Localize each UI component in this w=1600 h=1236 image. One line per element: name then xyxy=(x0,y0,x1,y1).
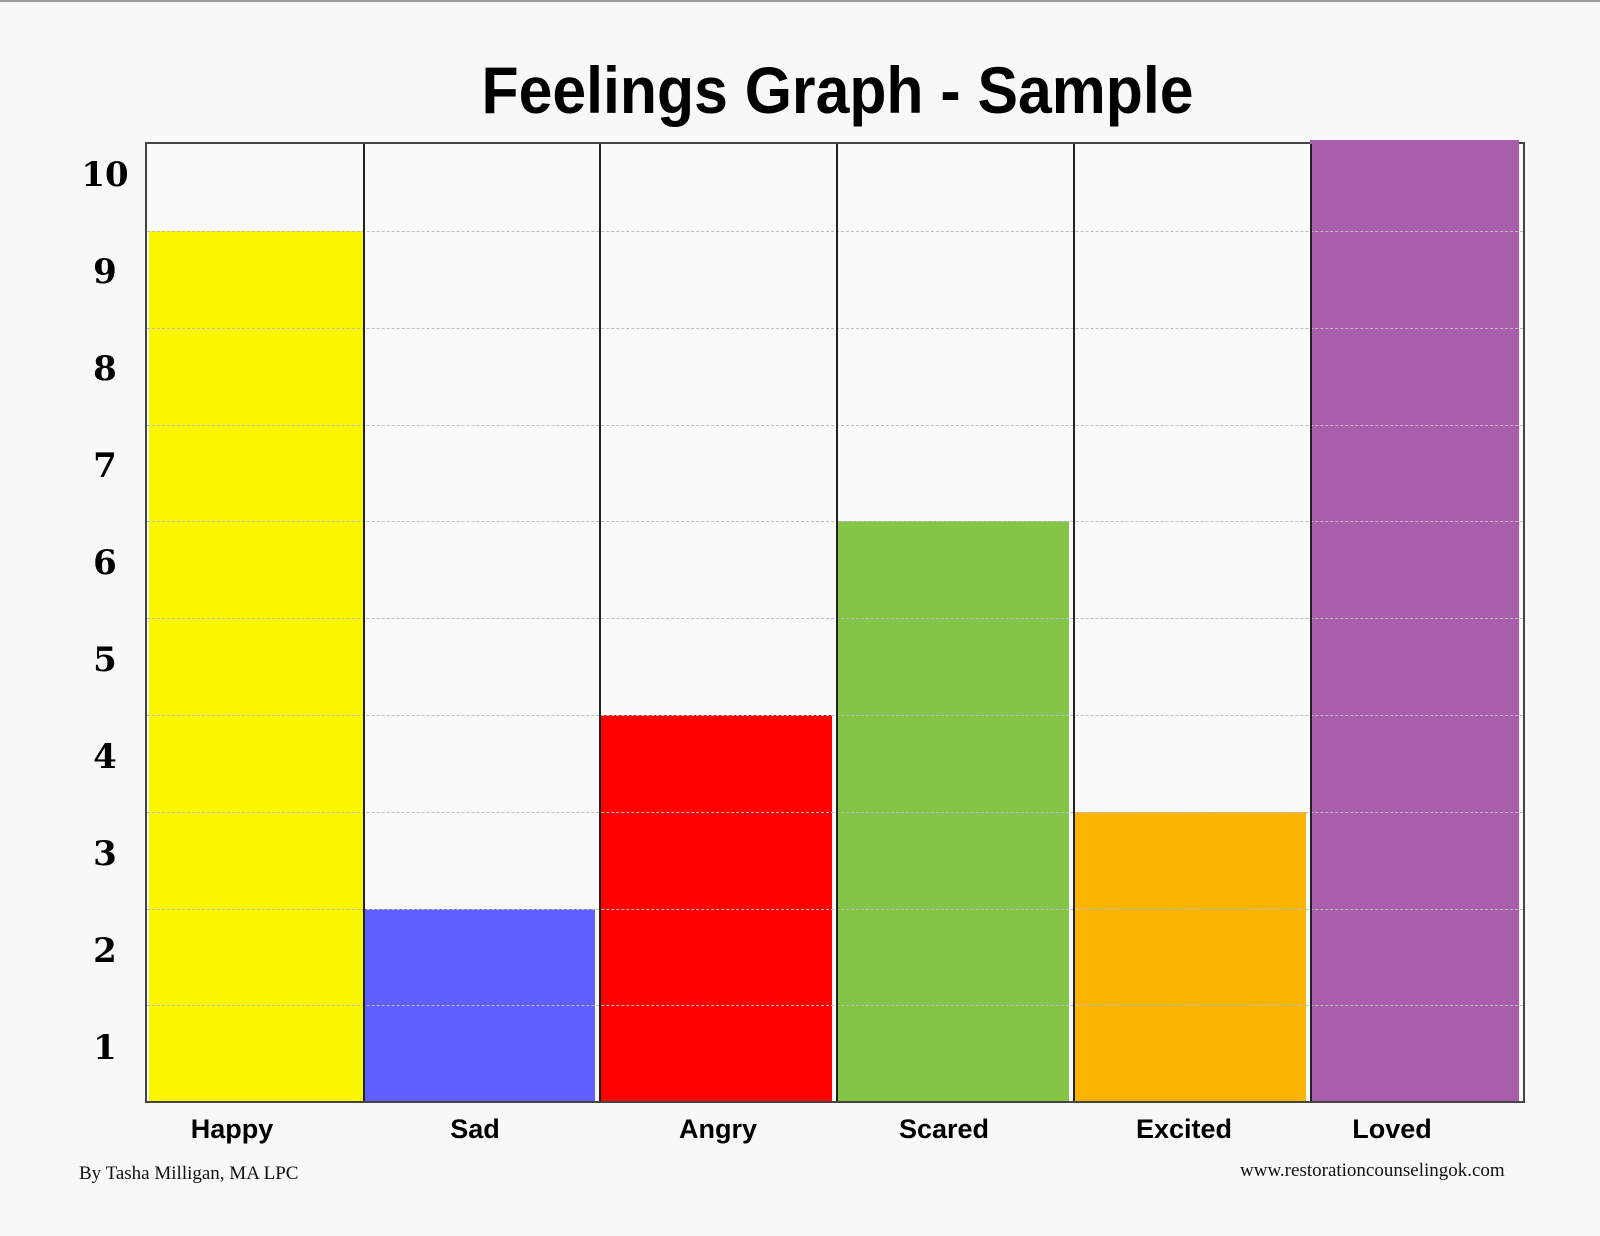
y-tick-label: 9 xyxy=(93,252,117,292)
top-border xyxy=(0,0,1600,2)
column-divider xyxy=(1310,144,1312,1101)
y-tick-label: 8 xyxy=(93,349,117,389)
y-tick-label: 2 xyxy=(93,931,117,971)
grid-line xyxy=(147,908,1523,910)
grid-line xyxy=(147,231,1523,232)
bar-loved xyxy=(1310,140,1519,1101)
column-divider xyxy=(1073,144,1075,1101)
author-credit: By Tasha Milligan, MA LPC xyxy=(79,1163,299,1184)
y-tick-label: 4 xyxy=(93,737,117,777)
website-credit: www.restorationcounselingok.com xyxy=(1240,1160,1505,1181)
bar-happy xyxy=(149,231,363,1101)
x-tick-label-loved: Loved xyxy=(1352,1114,1432,1144)
y-tick-label: 1 xyxy=(93,1028,117,1068)
grid-line xyxy=(147,811,1523,813)
grid-line xyxy=(147,521,1523,523)
column-divider xyxy=(363,144,365,1101)
y-tick-label: 7 xyxy=(93,446,117,486)
y-tick-label: 3 xyxy=(93,834,117,874)
plot-area xyxy=(145,140,1525,1103)
grid-line xyxy=(147,424,1523,426)
chart-title: Feelings Graph - Sample xyxy=(481,53,1194,127)
y-tick-label: 5 xyxy=(93,640,117,680)
bar-sad xyxy=(363,908,595,1101)
x-tick-label-excited: Excited xyxy=(1135,1114,1233,1144)
column-divider xyxy=(836,144,838,1101)
bar-angry xyxy=(599,715,832,1101)
bar-scared xyxy=(836,521,1069,1101)
x-tick-label-angry: Angry xyxy=(678,1114,757,1144)
y-tick-label: 10 xyxy=(81,155,129,195)
bar-excited xyxy=(1073,811,1306,1101)
grid-line xyxy=(147,1005,1523,1007)
x-tick-label-sad: Sad xyxy=(450,1114,500,1144)
grid-line xyxy=(147,715,1523,716)
x-tick-label-happy: Happy xyxy=(190,1114,274,1144)
column-divider xyxy=(599,144,601,1101)
x-tick-label-scared: Scared xyxy=(898,1114,990,1144)
grid-line xyxy=(147,327,1523,329)
y-tick-label: 6 xyxy=(93,543,117,583)
grid-line xyxy=(147,618,1523,620)
